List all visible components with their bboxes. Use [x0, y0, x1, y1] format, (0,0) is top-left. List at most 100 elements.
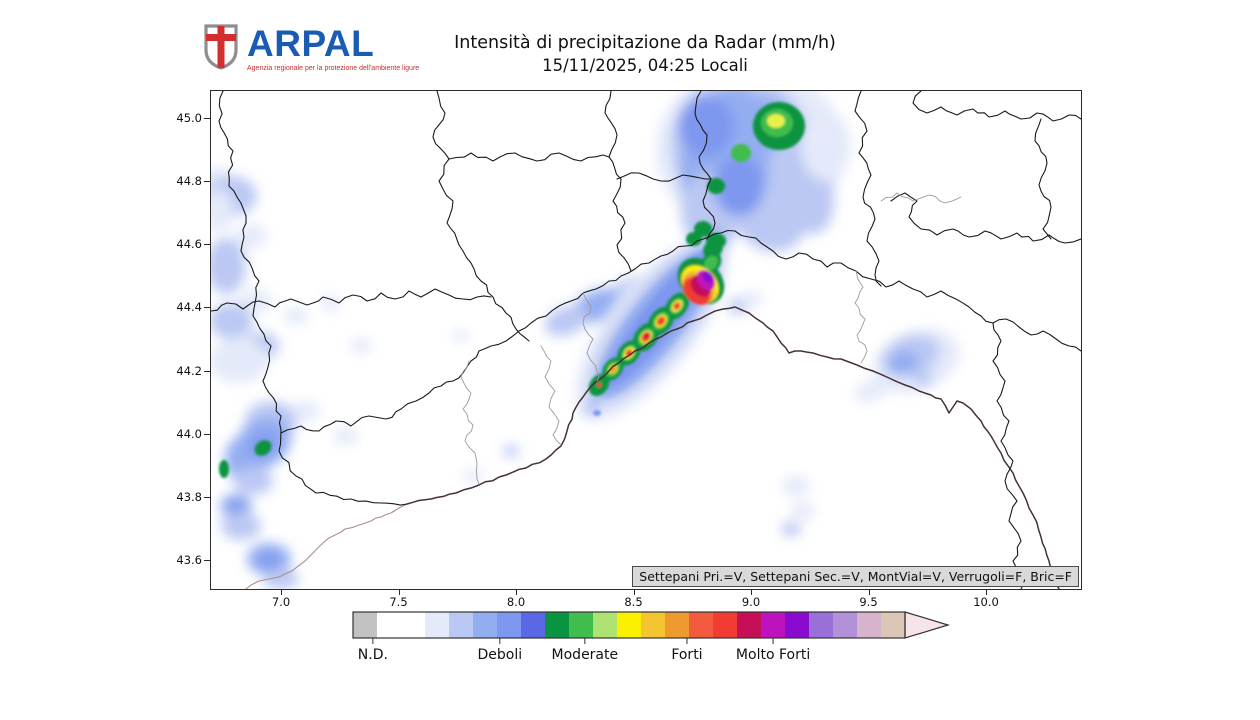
radar-cell [707, 178, 725, 194]
radar-cell [674, 303, 680, 309]
y-axis-tick [204, 244, 210, 246]
legend-color-segment [449, 612, 473, 638]
radar-cell [587, 395, 599, 407]
y-axis-tick-label: 45.0 [176, 111, 202, 125]
radar-cell [219, 460, 229, 478]
precipitation-cores [219, 102, 805, 478]
logo-wordmark: ARPAL [247, 23, 375, 64]
legend-color-segment [353, 612, 377, 638]
radar-cell [887, 350, 919, 376]
radar-cell [657, 317, 665, 325]
y-axis-tick [204, 433, 210, 435]
radar-cell [593, 410, 601, 416]
precipitation-legend: N.D. Deboli Moderate Forti Molto Forti [352, 611, 951, 663]
radar-cell [767, 114, 785, 128]
province-savona-genova [582, 292, 600, 382]
border-france-italy [218, 91, 408, 506]
y-axis-tick-label: 43.6 [176, 553, 202, 567]
radar-cell [694, 221, 712, 237]
radar-cell [686, 232, 702, 246]
legend-label: Molto Forti [736, 647, 810, 663]
legend-bar-outline [352, 611, 906, 639]
legend-color-segment [377, 612, 401, 638]
y-axis-tick [204, 181, 210, 183]
radar-cell [221, 512, 261, 540]
legend-color-segment [545, 612, 569, 638]
y-axis-tick-label: 44.6 [176, 237, 202, 252]
radar-cell [702, 271, 714, 283]
radar-cell [678, 96, 734, 156]
legend-color-segment [569, 612, 593, 638]
radar-cell [704, 255, 718, 271]
radar-cell [739, 291, 763, 307]
radar-cell [211, 189, 233, 233]
legend-color-segment [593, 612, 617, 638]
legend-label: Deboli [478, 647, 523, 663]
legend-color-segment [833, 612, 857, 638]
legend-color-segment [737, 612, 761, 638]
legend-color-segment [689, 612, 713, 638]
border-liguria-ridge [280, 229, 1081, 434]
legend-color-segment [713, 612, 737, 638]
legend-label: Forti [671, 647, 702, 663]
x-axis-tick-label: 9.5 [859, 595, 878, 609]
radar-cell [463, 469, 483, 483]
border-piemonte-1 [432, 91, 530, 342]
y-axis-tick [204, 370, 210, 372]
page-title: Intensità di precipitazione da Radar (mm… [454, 33, 836, 53]
legend-color-segment [473, 612, 497, 638]
legend-color-segment [425, 612, 449, 638]
radar-cell [714, 156, 764, 216]
radar-cell [292, 401, 320, 421]
border-piemonte-4 [448, 152, 610, 162]
radar-cell [259, 554, 279, 568]
legend-color-segment [761, 612, 785, 638]
x-axis-tick-label: 8.5 [624, 595, 643, 609]
border-piemonte-5 [694, 91, 716, 240]
y-axis-tick-label: 44.8 [176, 174, 202, 189]
legend-color-segment [617, 612, 641, 638]
province-imperia-savona [460, 360, 480, 485]
page-subtitle-datetime: 15/11/2025, 04:25 Locali [542, 56, 748, 75]
legend-color-segment [809, 612, 833, 638]
y-axis-tick-label: 44.2 [176, 363, 202, 378]
radar-map-canvas [211, 91, 1081, 589]
legend-label: Moderate [552, 647, 619, 663]
y-axis-tick [204, 560, 210, 561]
liguria-shield-icon [204, 24, 238, 70]
province-piemonte-south [540, 345, 562, 446]
border-emilia-2 [1034, 118, 1052, 240]
border-piemonte-6 [616, 172, 712, 182]
radar-cell [254, 440, 272, 456]
x-axis-tick-label: 8.0 [506, 595, 526, 609]
radar-cell [781, 522, 801, 536]
x-axis-tick [516, 589, 517, 595]
radar-cell [609, 365, 617, 373]
legend-color-segment [857, 612, 881, 638]
figure-titles: Intensità di precipitazione da Radar (mm… [210, 33, 1080, 75]
radar-cell [706, 233, 726, 249]
legend-color-segment [665, 612, 689, 638]
x-axis-tick [751, 589, 752, 595]
x-axis-tick [281, 589, 282, 595]
y-axis-tick [204, 118, 210, 119]
radar-cell [228, 500, 244, 512]
radar-cell [211, 238, 246, 294]
border-lombardia-1 [854, 91, 882, 287]
radar-cell [801, 111, 851, 181]
border-lombardia-2 [912, 91, 1081, 122]
legend-color-segment [497, 612, 521, 638]
legend-color-segment [641, 612, 665, 638]
province-genova-laspezia [854, 270, 868, 364]
x-axis-tick-label: 7.0 [271, 595, 291, 609]
coastline-italy [406, 306, 1060, 589]
x-axis-tick-label: 10.0 [973, 595, 999, 609]
legend-color-segment [881, 612, 905, 638]
radar-map: Settepani Pri.=V, Settepani Sec.=V, Mont… [210, 90, 1082, 590]
y-axis-tick-label: 44.4 [176, 300, 202, 315]
radar-cell [791, 502, 815, 520]
radar-cell [351, 338, 371, 354]
radar-cell [235, 224, 267, 248]
radar-cell [853, 379, 889, 403]
border-toscana [992, 322, 1026, 589]
